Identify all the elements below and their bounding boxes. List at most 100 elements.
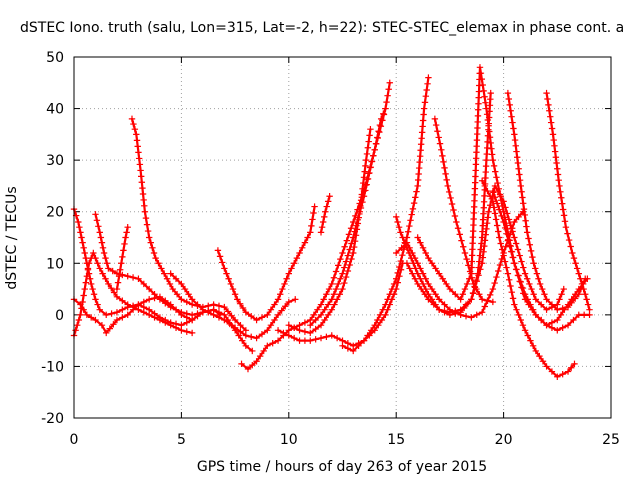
data-point [105,265,112,272]
data-point [337,275,344,282]
data-point [411,254,419,262]
data-point [441,307,448,315]
data-point [135,301,142,308]
data-point [419,270,427,277]
data-point [238,360,245,368]
data-point [113,316,121,324]
data-point [229,285,237,293]
data-point [253,358,260,365]
data-point [397,257,405,265]
data-point [481,182,489,190]
data-point [368,158,376,165]
data-point [493,273,500,281]
data-point [478,309,486,316]
data-point [551,148,559,155]
data-point [280,329,287,337]
data-point [258,314,266,321]
data-point [309,216,316,223]
data-point [395,223,403,231]
data-point [172,306,180,313]
data-point [412,194,419,201]
data-point [304,234,311,241]
data-point [445,188,453,196]
data-point [425,296,432,303]
data-point [376,121,384,129]
data-point [410,199,418,207]
data-point [508,248,515,255]
data-point [363,150,371,158]
data-series [543,89,593,313]
data-point [374,316,381,324]
data-point [500,208,507,215]
data-point [394,218,401,226]
data-point [439,152,446,160]
data-point [517,182,524,190]
data-point [485,208,492,215]
data-series [489,187,593,334]
data-point [210,301,217,308]
data-point [469,227,477,235]
data-point [80,306,87,313]
data-point [274,327,282,334]
data-point [511,260,518,267]
data-point [108,285,115,292]
data-point [142,214,150,222]
data-point [122,234,129,241]
data-point [293,254,301,262]
data-point [235,332,242,339]
data-point [264,311,271,319]
data-point [124,301,131,308]
data-point [123,229,130,236]
data-point [456,231,463,238]
data-point [215,302,223,310]
data-point [568,364,575,371]
data-point [525,235,532,242]
data-point [420,111,427,118]
data-point [575,270,582,277]
data-point [103,260,111,267]
data-point [285,332,292,339]
data-point [116,266,124,273]
data-point [506,101,513,109]
data-point [99,270,106,277]
data-point [144,227,152,235]
data-point [231,316,239,324]
data-point [489,285,497,293]
data-point [529,253,536,261]
data-point [135,275,142,282]
data-point [505,276,513,283]
data-point [501,224,509,232]
data-point [513,266,520,273]
data-point [465,262,472,269]
data-point [528,285,535,293]
data-point [493,222,501,229]
data-point [92,211,99,218]
data-point [460,243,467,250]
data-point [486,193,494,200]
data-point [557,188,564,196]
data-point [554,171,562,178]
data-series [70,293,196,337]
data-point [323,291,330,298]
data-point [504,270,512,277]
axis-ticks: 0 5 10 15 20 25 -20 -10 0 10 20 30 40 50 [41,50,620,448]
data-point [483,150,491,158]
data-point [339,249,346,257]
data-point [480,198,488,205]
data-point [564,303,572,311]
data-point [475,264,482,271]
data-point [478,296,486,303]
data-point [500,218,507,226]
data-point [119,297,126,304]
data-point [473,311,480,319]
data-point [575,291,582,298]
data-point [470,221,477,229]
data-point [307,329,314,337]
data-point [119,306,126,313]
data-point [484,116,492,124]
data-point [85,260,93,267]
data-point [135,149,142,156]
data-point [488,151,496,158]
data-point [108,310,115,317]
data-point [527,337,534,344]
